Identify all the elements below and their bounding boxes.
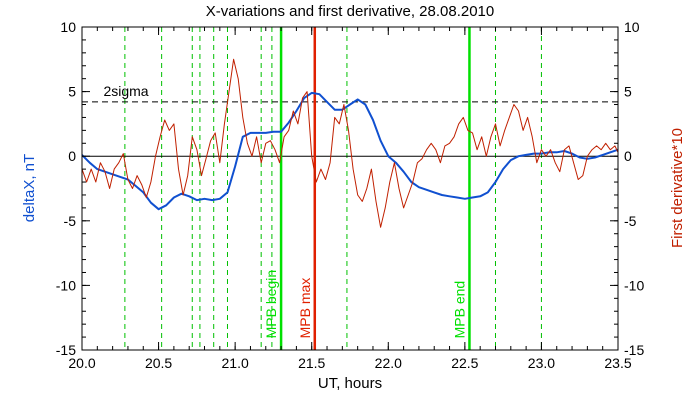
x-tick-label-5: 22.5 [451,355,478,371]
marker-label-0: MPB begin [263,270,279,338]
y-axis-label-left: deltaX, nT [21,154,38,222]
y-tick-label-right-5: -15 [624,342,644,358]
derivative-line [82,58,618,228]
x-tick-label-1: 20.5 [145,355,172,371]
deltax-line [82,91,618,211]
x-axis-label: UT, hours [318,375,382,392]
y-tick-label-right-1: 5 [624,84,632,100]
y-tick-label-left-3: -5 [64,213,77,229]
plot-area: 2sigma MPB begin MPB max MPB end 20.0 20.5 21.… [56,19,645,371]
y-tick-label-right-2: 0 [624,148,632,164]
marker-label-1: MPB max [297,278,313,339]
y-tick-label-right-3: -5 [624,213,637,229]
y-tick-label-left-1: 5 [68,84,76,100]
x-tick-label-6: 23.0 [528,355,555,371]
threshold-label: 2sigma [103,83,148,99]
y-tick-label-right-0: 10 [624,19,640,35]
chart-title: X-variations and first derivative, 28.08… [206,3,495,20]
y-tick-label-left-4: -10 [56,277,76,293]
x-tick-label-0: 20.0 [68,355,95,371]
x-tick-label-3: 21.5 [298,355,325,371]
x-tick-label-2: 21.0 [222,355,249,371]
y-tick-label-left-2: 0 [68,148,76,164]
y-tick-label-left-0: 10 [60,19,76,35]
x-tick-label-7: 23.5 [604,355,631,371]
y-tick-label-right-4: -10 [624,277,644,293]
x-tick-label-4: 22.0 [375,355,402,371]
y-axis-label-right: First derivative*10 [669,128,686,248]
marker-label-2: MPB end [451,281,467,339]
plot-frame [81,26,619,351]
y-tick-label-left-5: -15 [56,342,76,358]
